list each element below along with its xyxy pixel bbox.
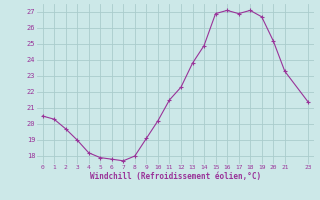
- X-axis label: Windchill (Refroidissement éolien,°C): Windchill (Refroidissement éolien,°C): [90, 172, 261, 181]
